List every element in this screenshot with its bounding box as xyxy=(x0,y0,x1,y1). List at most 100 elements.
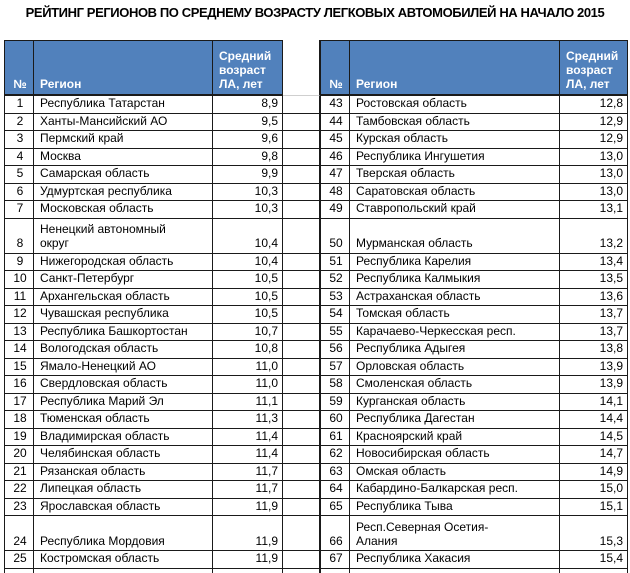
region-cell: Ненецкий автономный округ xyxy=(34,218,213,254)
gap-cell xyxy=(283,253,320,271)
value-cell: 10,8 xyxy=(213,341,283,359)
table-row: 13 Республика Башкортостан 10,7 55 Карачаево… xyxy=(4,323,628,341)
rank-cell: 67 xyxy=(320,551,350,569)
value-cell: 11,0 xyxy=(213,376,283,394)
table-row: 9 Нижегородская область 10,4 51 Республика К… xyxy=(4,253,628,271)
col-header-num-left: № xyxy=(4,40,34,96)
gap-cell xyxy=(283,306,320,324)
region-cell: Владимирская область xyxy=(34,428,213,446)
table-row: 7 Московская область 10,3 49 Ставропольский … xyxy=(4,201,628,219)
value-cell: 12,9 xyxy=(560,113,628,131)
col-header-value-right: Средний возраст ЛА, лет xyxy=(560,40,628,96)
region-cell: Республика Калмыкия xyxy=(350,271,560,289)
rank-cell: 63 xyxy=(320,463,350,481)
region-cell: Республика Хакасия xyxy=(350,551,560,569)
value-cell: 13,0 xyxy=(560,183,628,201)
table-row: 22 Липецкая область 11,7 64 Кабардино-Балкар… xyxy=(4,481,628,499)
value-cell: 9,9 xyxy=(213,166,283,184)
gap-cell xyxy=(283,376,320,394)
region-cell: Ставропольский край xyxy=(350,201,560,219)
region-cell: Саратовская область xyxy=(350,183,560,201)
value-cell: 13,5 xyxy=(560,271,628,289)
region-cell: Свердловская область xyxy=(34,376,213,394)
value-cell: 14,9 xyxy=(560,463,628,481)
region-cell: Ямало-Ненецкий АО xyxy=(34,358,213,376)
region-cell: Костромская область xyxy=(34,551,213,569)
table-row: 25 Костромская область 11,9 67 Республика Ха… xyxy=(4,551,628,569)
value-cell: 13,0 xyxy=(560,166,628,184)
rank-cell: 48 xyxy=(320,183,350,201)
rank-cell: 50 xyxy=(320,218,350,254)
rank-cell: 25 xyxy=(4,551,34,569)
value-cell: 15,1 xyxy=(560,498,628,516)
region-cell: Республика Башкортостан xyxy=(34,323,213,341)
rank-cell: 11 xyxy=(4,288,34,306)
gap-cell xyxy=(283,341,320,359)
region-cell: Республика Тыва xyxy=(350,498,560,516)
region-cell: Мурманская область xyxy=(350,218,560,254)
value-cell: 13,9 xyxy=(560,358,628,376)
value-cell: 14,4 xyxy=(560,411,628,429)
partial-cell xyxy=(350,568,560,573)
gap-cell xyxy=(283,148,320,166)
region-cell: Липецкая область xyxy=(34,481,213,499)
rank-cell: 46 xyxy=(320,148,350,166)
region-cell: Чувашская республика xyxy=(34,306,213,324)
region-cell: Вологодская область xyxy=(34,341,213,359)
gap-cell xyxy=(283,516,320,551)
col-header-value-left: Средний возраст ЛА, лет xyxy=(213,40,283,96)
table-row: 4 Москва 9,8 46 Республика Ингушетия 13,0 xyxy=(4,148,628,166)
region-cell: Москва xyxy=(34,148,213,166)
rank-cell: 51 xyxy=(320,253,350,271)
gap-cell xyxy=(283,288,320,306)
region-cell: Челябинская область xyxy=(34,446,213,464)
region-cell: Астраханская область xyxy=(350,288,560,306)
region-cell: Республика Татарстан xyxy=(34,96,213,114)
gap-cell xyxy=(283,428,320,446)
region-cell: Ханты-Мансийский АО xyxy=(34,113,213,131)
value-cell: 9,8 xyxy=(213,148,283,166)
gap-cell xyxy=(283,113,320,131)
value-cell: 9,6 xyxy=(213,131,283,149)
value-cell: 13,0 xyxy=(560,148,628,166)
table-row: 19 Владимирская область 11,4 61 Красноярский… xyxy=(4,428,628,446)
table-row: 20 Челябинская область 11,4 62 Новосибирская… xyxy=(4,446,628,464)
gap-cell xyxy=(283,393,320,411)
value-cell: 11,4 xyxy=(213,446,283,464)
rank-cell: 47 xyxy=(320,166,350,184)
rank-cell: 45 xyxy=(320,131,350,149)
region-cell: Нижегородская область xyxy=(34,253,213,271)
partial-cell xyxy=(560,568,628,573)
header-gap-cell xyxy=(283,40,320,96)
region-cell: Республика Ингушетия xyxy=(350,148,560,166)
gap-cell xyxy=(283,131,320,149)
rank-cell: 4 xyxy=(4,148,34,166)
region-cell: Самарская область xyxy=(34,166,213,184)
rank-cell: 10 xyxy=(4,271,34,289)
region-cell: Курская область xyxy=(350,131,560,149)
region-cell: Удмуртская республика xyxy=(34,183,213,201)
table-row: 1 Республика Татарстан 8,9 43 Ростовская обл… xyxy=(4,96,628,114)
region-cell: Московская область xyxy=(34,201,213,219)
value-cell: 12,9 xyxy=(560,131,628,149)
region-cell: Архангельская область xyxy=(34,288,213,306)
value-cell: 11,3 xyxy=(213,411,283,429)
value-cell: 10,4 xyxy=(213,253,283,271)
value-cell: 8,9 xyxy=(213,96,283,114)
gap-cell xyxy=(283,271,320,289)
gap-cell xyxy=(283,481,320,499)
rank-cell: 9 xyxy=(4,253,34,271)
value-cell: 13,1 xyxy=(560,201,628,219)
region-cell: Кабардино-Балкарская респ. xyxy=(350,481,560,499)
rank-cell: 62 xyxy=(320,446,350,464)
gap-cell xyxy=(283,218,320,254)
gap-cell xyxy=(283,323,320,341)
table-row: 14 Вологодская область 10,8 56 Республика Ад… xyxy=(4,341,628,359)
region-cell: Ярославская область xyxy=(34,498,213,516)
value-cell: 11,9 xyxy=(213,551,283,569)
value-cell: 10,7 xyxy=(213,323,283,341)
table-row: 24 Республика Мордовия 11,9 66 Респ.Северная… xyxy=(4,516,628,551)
value-cell: 13,6 xyxy=(560,288,628,306)
region-cell: Тюменская область xyxy=(34,411,213,429)
gap-cell xyxy=(283,463,320,481)
